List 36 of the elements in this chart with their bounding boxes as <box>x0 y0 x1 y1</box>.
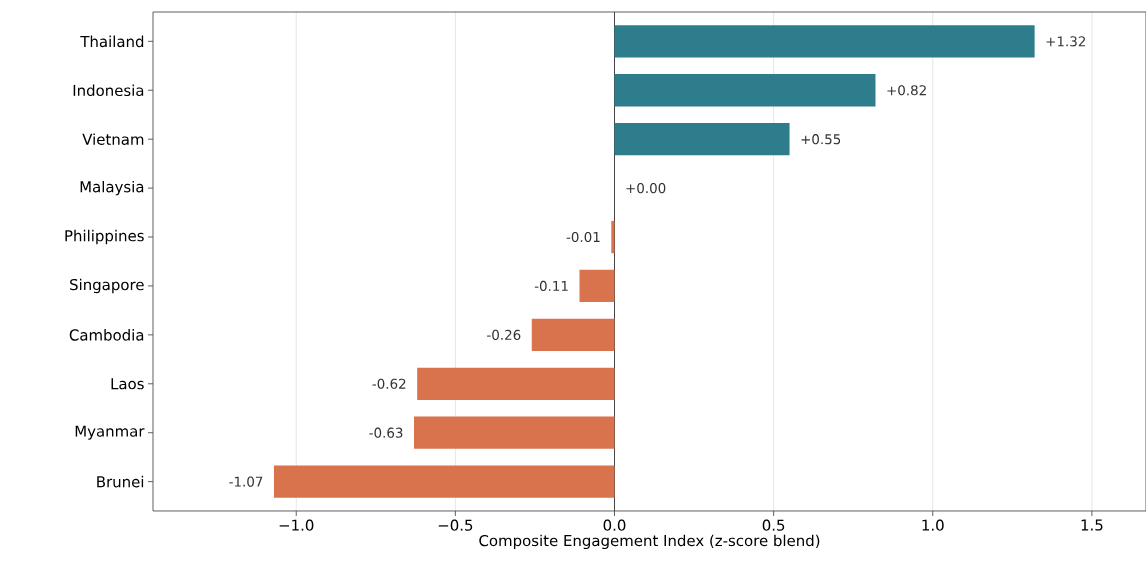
bar <box>579 269 615 303</box>
data-label: -0.26 <box>487 329 521 340</box>
x-tick-label: −0.5 <box>438 519 473 531</box>
y-tick-label: Thailand <box>80 35 144 48</box>
data-label: +0.55 <box>801 134 841 145</box>
y-tick-label: Vietnam <box>82 133 144 145</box>
y-tick-label: Laos <box>111 378 144 390</box>
x-axis-title: Composite Engagement Index (z-score blend) <box>479 534 820 550</box>
data-label: +0.00 <box>626 183 666 194</box>
x-tick-label: 0.0 <box>603 519 626 531</box>
y-tick-label: Brunei <box>97 475 144 488</box>
x-tick-label: 0.5 <box>762 519 785 531</box>
data-label: -0.11 <box>534 280 568 292</box>
bar <box>413 416 615 449</box>
bar <box>531 318 615 352</box>
data-label: +1.32 <box>1046 36 1086 47</box>
data-label: -0.62 <box>372 378 406 389</box>
y-tick-label: Myanmar <box>75 425 145 440</box>
bar <box>611 220 615 254</box>
y-tick-label: Malaysia <box>80 180 144 196</box>
x-tick-label: 1.0 <box>922 519 944 531</box>
y-tick-label: Cambodia <box>69 329 144 341</box>
bar <box>614 25 1035 58</box>
data-label: -0.63 <box>369 427 403 438</box>
bar <box>614 74 876 107</box>
bar <box>273 465 615 498</box>
y-tick-label: Philippines <box>65 229 144 245</box>
y-tick-label: Singapore <box>70 278 144 294</box>
bar <box>417 367 615 400</box>
x-tick-label: −1.0 <box>279 519 314 531</box>
data-label: -1.07 <box>229 476 263 487</box>
y-tick-label: Indonesia <box>73 84 144 97</box>
bar <box>614 123 790 156</box>
data-label: +0.82 <box>887 85 926 96</box>
data-label: -0.01 <box>566 231 600 243</box>
x-tick-label: 1.5 <box>1081 519 1103 531</box>
